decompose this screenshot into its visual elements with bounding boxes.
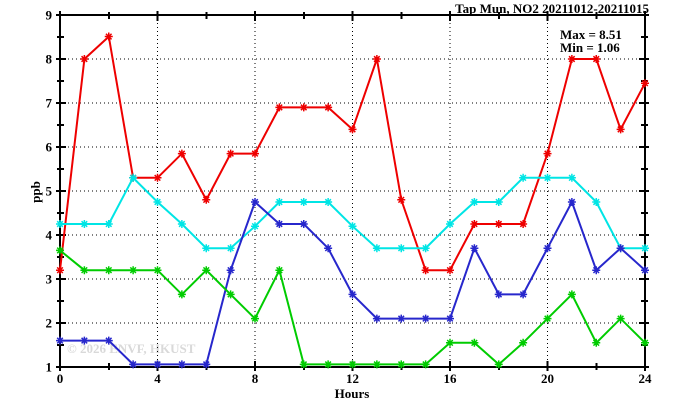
- x-tick-label: 4: [154, 371, 161, 386]
- legend-min-label: Min = 1.06: [560, 40, 620, 55]
- series-markers-red-line: [56, 32, 649, 275]
- y-tick-label: 8: [46, 52, 53, 67]
- series-markers-cyan-line: [56, 173, 649, 253]
- x-tick-label: 24: [639, 371, 653, 386]
- gridlines: [60, 15, 645, 367]
- y-axis-label: ppb: [28, 181, 43, 203]
- y-tick-label: 7: [46, 96, 53, 111]
- series-cyan-line: [56, 173, 649, 253]
- chart-title: Tap Mun, NO2 20211012-20211015: [455, 1, 649, 16]
- y-tick-labels: 1 2 3 4 5 6 7 8 9: [46, 8, 53, 375]
- y-tick-label: 5: [46, 184, 53, 199]
- series-markers-blue-line: [56, 198, 649, 369]
- legend: Max = 8.51 Min = 1.06: [560, 28, 622, 54]
- x-tick-label: 12: [346, 371, 359, 386]
- x-tick-labels: 0 4 8 12 16 20 24: [57, 371, 652, 386]
- y-tick-label: 3: [46, 272, 53, 287]
- series-markers-green-line: [56, 246, 649, 369]
- x-tick-label: 16: [444, 371, 458, 386]
- y-tick-label: 9: [46, 8, 53, 23]
- series-blue-line: [56, 198, 649, 369]
- y-tick-label: 4: [46, 228, 53, 243]
- watermark: © 2026 ENVF, HKUST: [67, 341, 196, 356]
- x-tick-label: 0: [57, 371, 64, 386]
- legend-max-label: Max = 8.51: [560, 27, 622, 42]
- y-tick-label: 6: [46, 140, 53, 155]
- x-tick-label: 20: [541, 371, 554, 386]
- x-tick-label: 8: [252, 371, 259, 386]
- y-tick-label: 1: [46, 360, 53, 375]
- series-green-line: [56, 246, 649, 369]
- series-red-line: [56, 32, 649, 275]
- x-axis-label: Hours: [334, 386, 370, 401]
- y-tick-label: 2: [46, 316, 53, 331]
